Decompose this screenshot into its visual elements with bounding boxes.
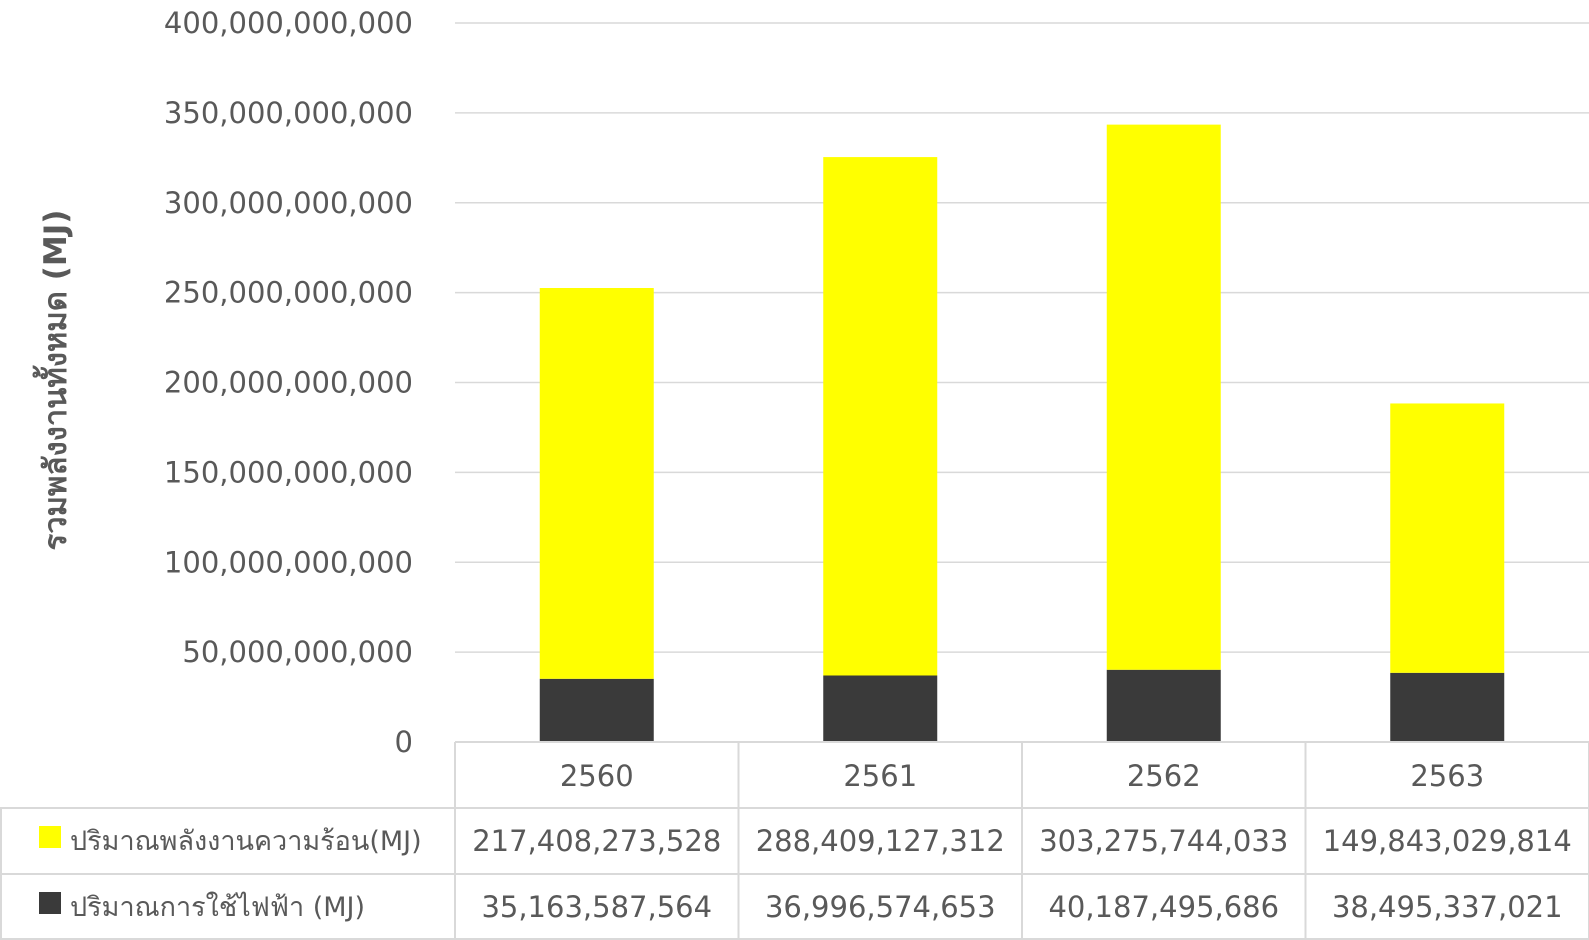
y-axis-title: รวมพลังงานทั้งหมด (MJ): [32, 210, 74, 551]
legend-swatch: [39, 892, 61, 914]
bar-segment: [823, 157, 938, 676]
data-label: 217,408,273,528: [472, 824, 721, 858]
y-axis-tick-labels: 0 50,000,000,000 100,000,000,000 150,000,00…: [164, 6, 413, 759]
data-label: 35,163,587,564: [481, 890, 712, 924]
y-tick-label: 0: [395, 725, 413, 759]
data-label: 288,409,127,312: [756, 824, 1005, 858]
y-tick-label: 50,000,000,000: [182, 635, 413, 669]
data-label: 40,187,495,686: [1048, 890, 1279, 924]
bar-segment: [823, 675, 938, 742]
bar-segment: [539, 678, 654, 742]
bar-segment: [1390, 672, 1505, 742]
y-tick-label: 100,000,000,000: [164, 545, 413, 579]
bars: [539, 124, 1505, 742]
x-category-label: 2560: [560, 759, 634, 793]
y-tick-label: 200,000,000,000: [164, 366, 413, 400]
bar-segment: [1106, 669, 1221, 742]
y-tick-label: 250,000,000,000: [164, 276, 413, 310]
x-category-label: 2563: [1410, 759, 1484, 793]
y-tick-label: 300,000,000,000: [164, 186, 413, 220]
bar-segment: [1106, 124, 1221, 670]
data-label: 149,843,029,814: [1323, 824, 1572, 858]
y-tick-label: 350,000,000,000: [164, 96, 413, 130]
x-category-label: 2562: [1127, 759, 1201, 793]
legend-label: ปริมาณพลังงานความร้อน(MJ): [70, 826, 422, 857]
data-label: 36,996,574,653: [765, 890, 996, 924]
legend-swatch: [39, 826, 61, 848]
data-label: 303,275,744,033: [1039, 824, 1288, 858]
legend-label: ปริมาณการใช้ไฟฟ้า (MJ): [70, 891, 365, 923]
y-tick-label: 400,000,000,000: [164, 6, 413, 40]
x-category-label: 2561: [843, 759, 917, 793]
data-label: 38,495,337,021: [1332, 890, 1563, 924]
data-table: 2560 2561 2562 2563 ปริมาณพลังงานความร้อน(MJ…: [0, 741, 1589, 940]
bar-segment: [1390, 403, 1505, 673]
bar-segment: [539, 288, 654, 679]
y-tick-label: 150,000,000,000: [164, 455, 413, 489]
